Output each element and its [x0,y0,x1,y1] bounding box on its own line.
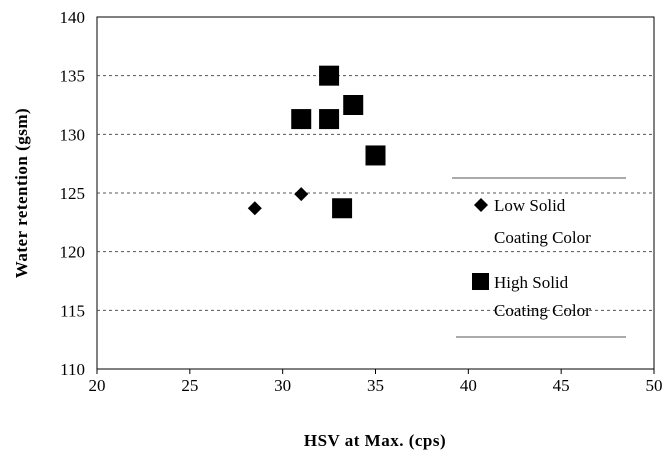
legend-diamond-marker [474,198,488,212]
legend-label-low-line1: Low Solid [494,196,566,215]
x-tick-label: 40 [460,376,477,395]
y-axis-title: Water retention (gsm) [12,108,31,278]
high-solid-point [319,65,340,86]
low-solid-point [294,187,309,202]
legend-label-high-line1: High Solid [494,273,569,292]
x-tick-label: 25 [181,376,198,395]
y-tick-labels: 110 115 120 125 130 135 140 [60,8,86,379]
y-tick-label: 115 [60,301,85,320]
high-solid-point [291,109,312,130]
y-tick-label: 130 [60,125,86,144]
y-tick-label: 125 [60,184,86,203]
y-tick-label: 140 [60,8,86,27]
high-solid-point [332,198,353,219]
x-tick-label: 45 [553,376,570,395]
high-solid-point [365,145,386,166]
x-tick-labels: 20 25 30 35 40 45 50 [89,369,663,395]
data-points [247,65,386,219]
legend-square-marker [472,273,489,290]
y-tick-label: 120 [60,243,86,262]
legend-label-low-line2: Coating Color [494,228,591,247]
x-tick-label: 30 [274,376,291,395]
legend-label-high-line2: Coating Color [494,301,591,320]
x-axis-title: HSV at Max. (cps) [304,431,446,450]
gridlines [97,75,654,311]
x-tick-label: 20 [89,376,106,395]
x-tick-label: 35 [367,376,384,395]
high-solid-point [319,109,340,130]
legend: Low Solid Coating Color High Solid Coati… [452,177,626,338]
low-solid-point [247,201,262,216]
y-tick-label: 135 [60,67,86,86]
high-solid-point [343,95,364,115]
y-tick-label: 110 [60,360,85,379]
x-tick-label: 50 [646,376,663,395]
